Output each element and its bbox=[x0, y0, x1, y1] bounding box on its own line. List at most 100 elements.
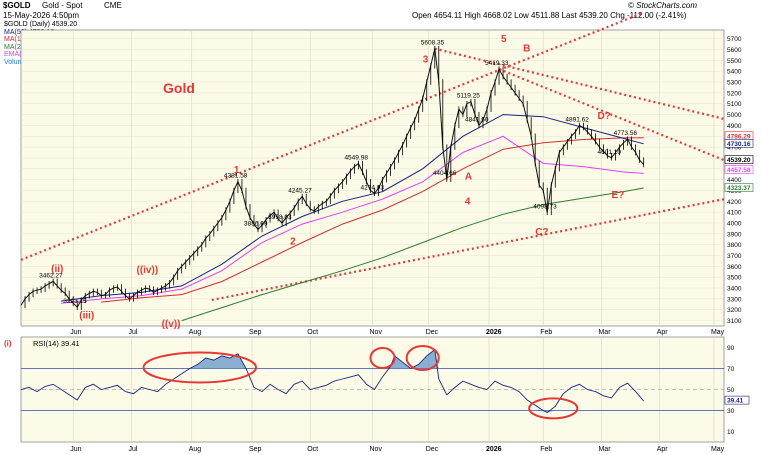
price-tick-label: 4100 bbox=[727, 210, 742, 217]
price-tick-label: 5700 bbox=[727, 36, 742, 43]
price-tick-label: 4000 bbox=[727, 220, 742, 227]
price-value-label: 4891.62 bbox=[565, 116, 589, 123]
month-tick-label: 2026 bbox=[486, 329, 502, 336]
axis-value-text: 4323.37 bbox=[727, 185, 751, 192]
price-tick-label: 5100 bbox=[727, 101, 742, 108]
rsi-highlight-ellipse bbox=[142, 351, 258, 384]
wave-label: 1 bbox=[234, 165, 240, 176]
wave-label: (iii) bbox=[79, 310, 94, 321]
rsi-tick-label: 50 bbox=[727, 387, 735, 394]
month-tick-label: 2026 bbox=[486, 446, 502, 453]
price-value-label: 4245.27 bbox=[288, 187, 312, 194]
price-tick-label: 5400 bbox=[727, 69, 742, 76]
rsi-label: RSI(14) 39.41 bbox=[33, 339, 80, 348]
ma200-line bbox=[181, 187, 644, 322]
price-value-label: 4274.03 bbox=[361, 184, 385, 191]
month-tick-label: Oct bbox=[307, 329, 318, 336]
copyright: © StockCharts.com bbox=[628, 1, 698, 10]
chart-quote: Open 4654.11 High 4668.02 Low 4511.88 La… bbox=[412, 11, 687, 20]
month-tick-label: Apr bbox=[657, 329, 669, 336]
wave-label: 3 bbox=[423, 55, 429, 66]
rsi-tick-label: 30 bbox=[727, 408, 735, 415]
wave-label: 5 bbox=[501, 34, 507, 45]
month-tick-label: Apr bbox=[657, 446, 669, 453]
price-tick-label: 5000 bbox=[727, 112, 742, 119]
rsi-tick-label: 70 bbox=[727, 366, 735, 373]
price-value-label: 4098.73 bbox=[533, 203, 557, 210]
month-tick-label: May bbox=[711, 329, 725, 336]
price-value-label: 3886.69 bbox=[244, 221, 268, 228]
month-tick-label: Dec bbox=[426, 446, 439, 453]
month-tick-label: Mar bbox=[598, 446, 611, 453]
month-tick-label: Oct bbox=[307, 446, 318, 453]
rsi-tick-label: 10 bbox=[727, 429, 735, 436]
price-tick-label: 4200 bbox=[727, 199, 742, 206]
chart-date: 15-May-2026 4:50pm bbox=[3, 11, 80, 20]
axis-value-text: 4539.20 bbox=[727, 157, 751, 164]
month-tick-label: Jun bbox=[70, 329, 81, 336]
price-tick-label: 3100 bbox=[727, 318, 742, 325]
chart-symbol: $GOLD bbox=[3, 1, 31, 10]
wave-label: (ii) bbox=[51, 264, 63, 275]
rsi-highlight-ellipse bbox=[528, 397, 579, 420]
price-line bbox=[20, 48, 645, 309]
month-tick-label: Feb bbox=[540, 329, 552, 336]
price-tick-label: 3700 bbox=[727, 253, 742, 260]
trendline bbox=[20, 11, 645, 261]
month-tick-label: Jun bbox=[70, 446, 81, 453]
trendline bbox=[498, 68, 725, 162]
month-tick-label: Mar bbox=[598, 329, 611, 336]
chart-name: Gold - Spot bbox=[42, 1, 83, 10]
axis-value-tag bbox=[724, 139, 754, 148]
rsi-highlight-ellipse bbox=[405, 345, 440, 371]
rsi-line bbox=[20, 348, 645, 414]
price-tick-label: 4900 bbox=[727, 123, 742, 130]
wave-label: ((iv)) bbox=[136, 265, 158, 276]
price-value-label: 3223.15 bbox=[63, 298, 87, 305]
price-value-label: 3462.27 bbox=[39, 272, 63, 279]
month-tick-label: Sep bbox=[249, 446, 262, 453]
rsi-tick-label: 90 bbox=[727, 345, 735, 352]
month-tick-label: Jul bbox=[128, 446, 137, 453]
price-value-label: 3998.03 bbox=[268, 214, 292, 221]
price-tick-label: 3600 bbox=[727, 264, 742, 271]
axis-value-text: 4730.16 bbox=[727, 141, 751, 148]
rsi-marker: (i) bbox=[4, 339, 12, 348]
price-tick-label: 3800 bbox=[727, 242, 742, 249]
price-tick-label: 3200 bbox=[727, 307, 742, 314]
axis-value-tag bbox=[724, 155, 754, 164]
month-tick-label: Sep bbox=[249, 329, 262, 336]
price-tick-label: 5300 bbox=[727, 80, 742, 87]
ma100-line bbox=[101, 137, 644, 303]
price-tick-label: 5500 bbox=[727, 58, 742, 65]
axis-value-text: 4457.58 bbox=[727, 167, 751, 174]
price-tick-label: 3400 bbox=[727, 286, 742, 293]
month-tick-label: Aug bbox=[189, 329, 202, 336]
wave-label: 2 bbox=[290, 237, 296, 248]
month-tick-label: Feb bbox=[540, 446, 552, 453]
month-tick-label: Nov bbox=[370, 446, 383, 453]
trendline bbox=[211, 198, 725, 302]
price-tick-label: 4700 bbox=[727, 145, 742, 152]
price-tick-label: 3500 bbox=[727, 275, 742, 282]
rsi-value-text: 39.41 bbox=[727, 398, 744, 405]
legend-entry: $GOLD (Daily) 4539.20 bbox=[4, 21, 78, 28]
price-value-label: 4601.10 bbox=[598, 149, 622, 156]
price-value-label: 4773.56 bbox=[614, 130, 638, 137]
price-tick-label: 5200 bbox=[727, 90, 742, 97]
price-value-label: 5608.35 bbox=[421, 40, 445, 47]
month-tick-label: May bbox=[711, 446, 725, 453]
price-value-label: 5119.25 bbox=[457, 93, 480, 100]
price-tick-label: 3900 bbox=[727, 231, 742, 238]
price-tick-label: 5600 bbox=[727, 47, 742, 54]
price-value-label: 4549.98 bbox=[344, 154, 368, 161]
chart-title: Gold bbox=[163, 80, 195, 96]
rsi-highlight-ellipse bbox=[369, 347, 396, 369]
axis-value-tag bbox=[724, 183, 754, 192]
wave-label: A bbox=[465, 172, 472, 183]
month-tick-label: Jul bbox=[128, 329, 137, 336]
axis-value-text: 4786.29 bbox=[727, 133, 751, 140]
chart-exchange: CME bbox=[104, 1, 122, 10]
month-tick-label: Nov bbox=[370, 329, 383, 336]
